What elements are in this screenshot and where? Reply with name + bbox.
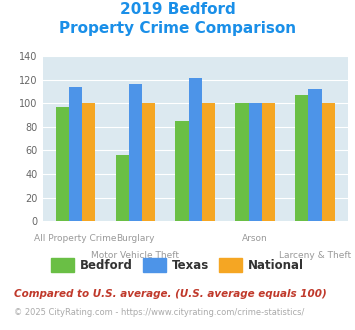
Text: Property Crime Comparison: Property Crime Comparison [59, 21, 296, 36]
Bar [295, 95, 308, 221]
Bar [56, 107, 69, 221]
Bar [262, 103, 275, 221]
Bar [129, 84, 142, 221]
Text: © 2025 CityRating.com - https://www.cityrating.com/crime-statistics/: © 2025 CityRating.com - https://www.city… [14, 308, 305, 316]
Legend: Bedford, Texas, National: Bedford, Texas, National [46, 253, 309, 277]
Text: Motor Vehicle Theft: Motor Vehicle Theft [91, 251, 179, 260]
Text: Larceny & Theft: Larceny & Theft [279, 251, 351, 260]
Bar [189, 79, 202, 221]
Bar [142, 103, 155, 221]
Text: 2019 Bedford: 2019 Bedford [120, 2, 235, 16]
Bar [322, 103, 335, 221]
Bar [235, 103, 248, 221]
Text: Compared to U.S. average. (U.S. average equals 100): Compared to U.S. average. (U.S. average … [14, 289, 327, 299]
Bar [82, 103, 95, 221]
Bar [116, 155, 129, 221]
Text: Arson: Arson [242, 234, 268, 243]
Bar [175, 121, 189, 221]
Bar [308, 89, 322, 221]
Text: Burglary: Burglary [116, 234, 155, 243]
Bar [248, 103, 262, 221]
Text: All Property Crime: All Property Crime [34, 234, 117, 243]
Bar [202, 103, 215, 221]
Bar [69, 87, 82, 221]
